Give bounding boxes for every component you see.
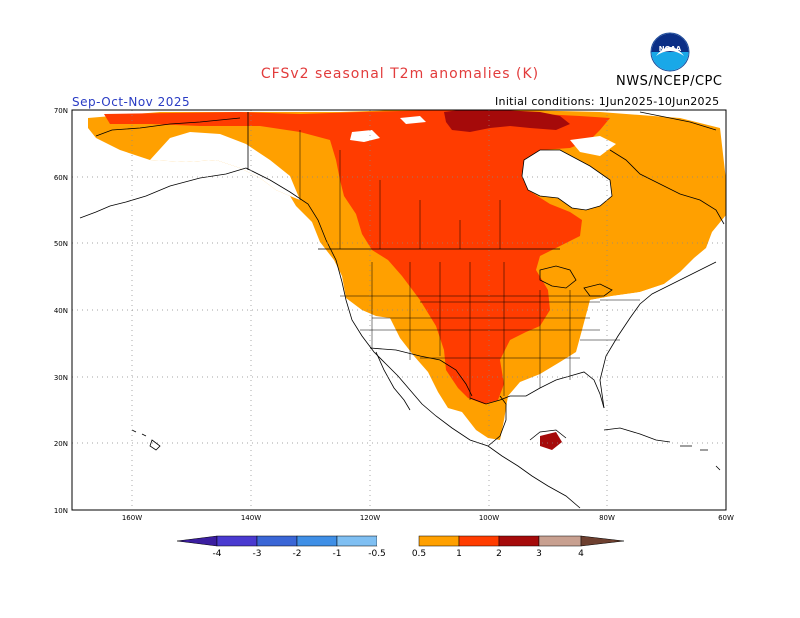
lon-label: 120W (360, 514, 380, 522)
lat-label: 70N (54, 107, 68, 115)
arctic-island-1 (350, 130, 380, 142)
near-normal-alaska (150, 132, 300, 200)
colorbar-bin (498, 535, 540, 547)
colorbar-bin (377, 536, 419, 546)
colorbar-tick-label: -1 (333, 549, 342, 559)
anomaly-region-darkred-central (540, 432, 562, 450)
lat-label: 60N (54, 174, 68, 182)
lon-label: 160W (122, 514, 142, 522)
lon-label: 80W (599, 514, 615, 522)
colorbar-bin (176, 535, 218, 547)
near-normal-southeast (470, 430, 600, 510)
lat-label: 20N (54, 440, 68, 448)
lat-label: 30N (54, 374, 68, 382)
colorbar-tick-label: 1 (456, 549, 462, 559)
colorbar-tick-label: -0.5 (368, 549, 386, 559)
initial-conditions-label: Initial conditions: 1Jun2025-10Jun2025 (495, 95, 720, 108)
colorbar-bin (418, 535, 460, 547)
colorbar-bin (216, 535, 258, 547)
season-label: Sep-Oct-Nov 2025 (72, 95, 191, 109)
coastlines (79, 111, 725, 509)
map-frame (71, 109, 727, 511)
colorbar-tick-label: -3 (253, 549, 262, 559)
colorbar-bin (256, 535, 298, 547)
colorbar-tick-label: 3 (536, 549, 542, 559)
near-normal-hudson (522, 150, 612, 210)
colorbar-tick-label: 2 (496, 549, 502, 559)
colorbar-bin (458, 535, 500, 547)
colorbar-tick-label: 0.5 (412, 549, 426, 559)
lat-label: 40N (54, 307, 68, 315)
lon-label: 100W (479, 514, 499, 522)
lon-label: 140W (241, 514, 261, 522)
colorbar-tick-label: -2 (293, 549, 302, 559)
colorbar-tick-label: -4 (213, 549, 222, 559)
arctic-island-2 (400, 116, 426, 124)
lat-label: 50N (54, 240, 68, 248)
colorbar-bin (336, 535, 378, 547)
colorbar-bin (580, 535, 625, 547)
colorbar-tick-label: 4 (578, 549, 584, 559)
lon-label: 60W (718, 514, 734, 522)
map-title: CFSv2 seasonal T2m anomalies (K) (260, 66, 540, 82)
map-gridlines (72, 110, 726, 510)
colorbar-bin (538, 535, 582, 547)
longitude-labels: 160W 140W 120W 100W 80W 60W (122, 514, 734, 522)
anomaly-region-darkred (444, 110, 570, 132)
near-normal-northeast (560, 262, 726, 510)
latitude-labels: 70N 60N 50N 40N 30N 20N 10N (54, 107, 68, 515)
anomaly-region-red (104, 110, 610, 404)
colorbar-bin (296, 535, 338, 547)
lat-label: 10N (54, 507, 68, 515)
noaa-logo-text: NOAA (659, 45, 682, 53)
colorbar: -4 -3 -2 -1 -0.5 0.5 1 2 3 4 (176, 535, 625, 559)
agency-label: NWS/NCEP/CPC (616, 74, 723, 89)
arctic-island-3 (570, 136, 616, 156)
noaa-logo: NOAA (650, 32, 690, 72)
